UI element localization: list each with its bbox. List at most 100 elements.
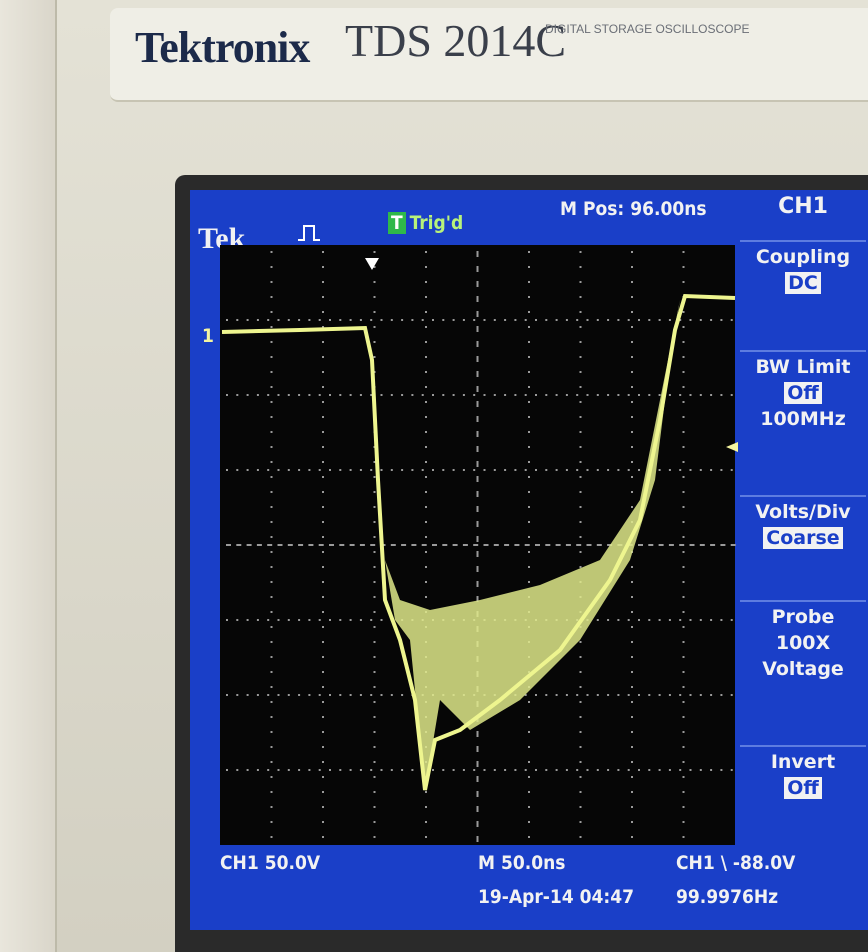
grid-dot	[278, 694, 280, 696]
grid-dot	[477, 401, 479, 407]
grid-dot	[477, 296, 479, 302]
grid-dot	[322, 356, 324, 358]
grid-dot	[374, 356, 376, 358]
grid-dot	[257, 544, 262, 546]
grid-dot	[370, 619, 372, 621]
grid-dot	[226, 769, 228, 771]
grid-dot	[580, 521, 582, 523]
menu-item[interactable]: Probe 100X Voltage	[740, 600, 866, 680]
grid-dot	[631, 416, 633, 418]
grid-dot	[236, 619, 238, 621]
grid-dot	[477, 806, 479, 812]
grid-dot	[528, 836, 530, 838]
menu-value: 100X	[740, 632, 866, 654]
grid-dot	[247, 694, 249, 696]
grid-dot	[477, 446, 479, 452]
grid-dot	[580, 266, 582, 268]
grid-dot	[683, 446, 685, 448]
grid-dot	[271, 401, 273, 403]
grid-dot	[638, 469, 640, 471]
menu-item[interactable]: Coupling DC	[740, 240, 866, 294]
grid-dot	[477, 416, 479, 422]
grid-dot	[329, 394, 331, 396]
grid-dot	[350, 769, 352, 771]
grid-dot	[648, 769, 650, 771]
grid-dot	[278, 544, 283, 546]
grid-dot	[683, 821, 685, 823]
grid-dot	[597, 394, 599, 396]
grid-dot	[411, 394, 413, 396]
grid-dot	[659, 619, 661, 621]
grid-dot	[322, 611, 324, 613]
grid-dot	[528, 491, 530, 493]
grid-dot	[271, 281, 273, 283]
grid-dot	[477, 476, 479, 482]
grid-dot	[477, 536, 479, 542]
grid-dot	[391, 319, 393, 321]
menu-item[interactable]: Volts/Div Coarse	[740, 495, 866, 549]
grid-dot	[271, 521, 273, 523]
grid-dot	[494, 469, 496, 471]
grid-dot	[374, 326, 376, 328]
grid-dot	[597, 469, 599, 471]
grid-dot	[322, 806, 324, 808]
grid-dot	[679, 394, 681, 396]
grid-dot	[463, 769, 465, 771]
grid-dot	[442, 394, 444, 396]
grid-dot	[631, 506, 633, 508]
grid-dot	[322, 581, 324, 583]
grid-dot	[580, 776, 582, 778]
grid-dot	[391, 394, 393, 396]
grid-dot	[374, 776, 376, 778]
grid-dot	[271, 641, 273, 643]
grid-dot	[322, 371, 324, 373]
grid-dot	[432, 394, 434, 396]
grid-dot	[322, 281, 324, 283]
grid-dot	[278, 394, 280, 396]
grid-dot	[669, 319, 671, 321]
grid-dot	[322, 626, 324, 628]
grid-dot	[683, 671, 685, 673]
grid-dot	[631, 656, 633, 658]
grid-dot	[580, 461, 582, 463]
grid-dot	[391, 469, 393, 471]
grid-dot	[631, 326, 633, 328]
grid-dot	[401, 769, 403, 771]
grid-dot	[628, 394, 630, 396]
grid-dot	[425, 551, 427, 553]
grid-dot	[425, 251, 427, 253]
grid-dot	[580, 446, 582, 448]
grid-dot	[631, 581, 633, 583]
grid-dot	[271, 761, 273, 763]
grid-dot	[271, 416, 273, 418]
grid-dot	[683, 506, 685, 508]
grid-dot	[288, 319, 290, 321]
grid-dot	[631, 566, 633, 568]
grid-dot	[374, 821, 376, 823]
grid-dot	[322, 476, 324, 478]
grid-dot	[587, 544, 592, 546]
menu-item[interactable]: BW Limit Off 100MHz	[740, 350, 866, 430]
grid-dot	[628, 619, 630, 621]
grid-dot	[683, 281, 685, 283]
grid-dot	[267, 619, 269, 621]
grid-dot	[374, 746, 376, 748]
grid-dot	[628, 319, 630, 321]
grid-dot	[381, 394, 383, 396]
grid-dot	[422, 544, 427, 546]
grid-dot	[350, 619, 352, 621]
grid-dot	[683, 746, 685, 748]
grid-dot	[631, 281, 633, 283]
menu-item[interactable]: Invert Off	[740, 745, 866, 799]
menu: CH1 Coupling DC BW Limit Off 100MHz Volt…	[740, 190, 868, 860]
grid-dot	[580, 716, 582, 718]
grid-dot	[683, 266, 685, 268]
grid-dot	[556, 469, 558, 471]
grid-dot	[271, 476, 273, 478]
grid-dot	[731, 544, 736, 546]
grid-dot	[580, 386, 582, 388]
grid-dot	[494, 769, 496, 771]
grid-dot	[566, 319, 568, 321]
grid-dot	[580, 836, 582, 838]
grid-dot	[580, 326, 582, 328]
